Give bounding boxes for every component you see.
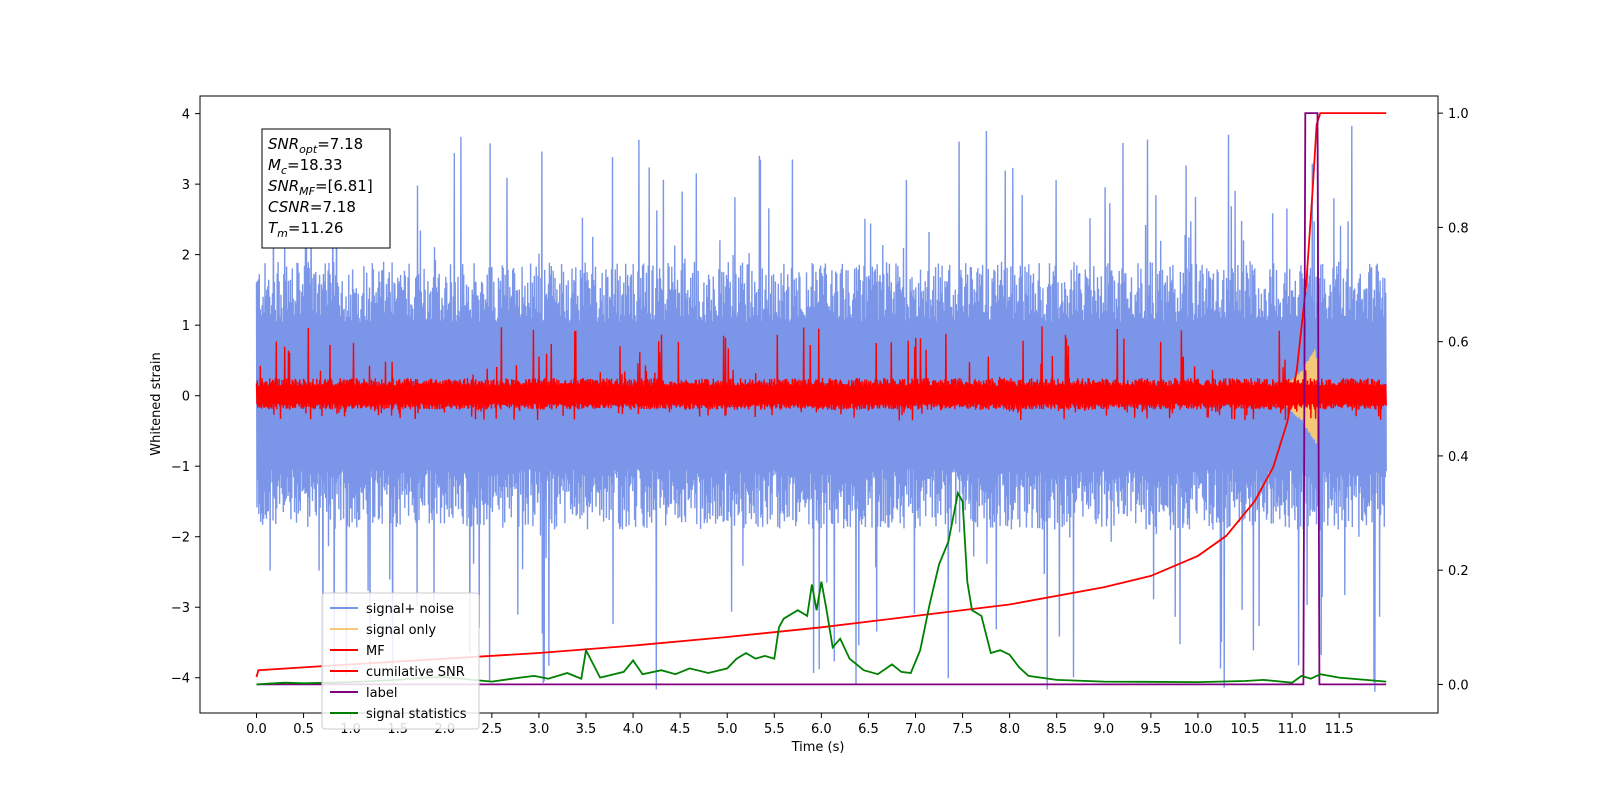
series-line: [256, 112, 1387, 686]
y-tick-label-left: 3: [182, 178, 190, 193]
y-tick-label-left: 2: [182, 249, 190, 264]
legend-label: MF: [366, 644, 385, 659]
info-box-line: Tm=11.26: [268, 219, 343, 240]
info-box-line: SNRMF=[6.81]: [268, 177, 373, 198]
x-tick-label: 8.5: [1046, 722, 1067, 737]
y-tick-label-left: 1: [182, 319, 190, 334]
info-box-line: CSNR=7.18: [268, 198, 356, 216]
x-tick-label: 7.0: [905, 722, 926, 737]
x-tick-label: 4.0: [623, 722, 644, 737]
y-axis-right: 1.0 0.8 0.6 0.4 0.2 0.0: [1438, 107, 1469, 693]
x-tick-label: 11.0: [1278, 722, 1307, 737]
info-box-line: Mc=18.33: [268, 156, 343, 177]
y-tick-label-left: 0: [182, 390, 190, 405]
y-tick-label-left: −1: [171, 460, 190, 475]
y-tick-label-right: 0.0: [1448, 678, 1469, 693]
legend-label: cumilative SNR: [366, 665, 465, 680]
y-tick-label-left: −3: [171, 601, 190, 616]
x-tick-label: 9.5: [1141, 722, 1162, 737]
x-tick-label: 5.5: [764, 722, 785, 737]
y-tick-label-left: −2: [171, 531, 190, 546]
y-tick-label-right: 0.6: [1448, 336, 1469, 351]
info-box-frame: [261, 128, 391, 249]
series-layer: [255, 112, 1387, 692]
y-axis-label: Whitened strain: [149, 352, 164, 455]
y-tick-label-right: 0.8: [1448, 221, 1469, 236]
legend-label: signal only: [366, 623, 436, 638]
x-tick-label: 8.0: [999, 722, 1020, 737]
info-box-line: SNRopt=7.18: [268, 135, 363, 156]
x-tick-label: 10.0: [1183, 722, 1212, 737]
y-tick-label-left: 4: [182, 108, 190, 123]
y-tick-label-right: 1.0: [1448, 107, 1469, 122]
x-tick-label: 0.5: [293, 722, 314, 737]
x-tick-label: 0.0: [246, 722, 267, 737]
x-axis-label: Time (s): [791, 740, 845, 755]
x-tick-label: 5.0: [717, 722, 738, 737]
legend-label: signal statistics: [366, 707, 467, 722]
legend: signal+ noise signal only MF cumilative SNR…: [321, 592, 480, 730]
x-tick-label: 6.5: [858, 722, 879, 737]
x-tick-label: 9.0: [1093, 722, 1114, 737]
series-line: [255, 112, 1387, 678]
legend-label: label: [366, 686, 397, 701]
x-tick-label: 7.5: [952, 722, 973, 737]
x-tick-label: 4.5: [670, 722, 691, 737]
info-box: SNRopt=7.18Mc=18.33SNRMF=[6.81]CSNR=7.18…: [261, 128, 391, 249]
y-tick-label-right: 0.4: [1448, 450, 1469, 465]
legend-label: signal+ noise: [366, 602, 454, 617]
series-line: [256, 490, 1387, 686]
x-tick-label: 6.0: [811, 722, 832, 737]
x-tick-label: 3.0: [529, 722, 550, 737]
series-line: [255, 326, 1387, 421]
plot-frame: [199, 95, 1439, 714]
x-tick-label: 2.5: [482, 722, 503, 737]
y-tick-label-right: 0.2: [1448, 564, 1469, 579]
x-tick-label: 3.5: [576, 722, 597, 737]
x-tick-label: 11.5: [1325, 722, 1354, 737]
x-tick-label: 10.5: [1231, 722, 1260, 737]
legend-frame: [321, 592, 480, 730]
y-tick-label-left: −4: [171, 672, 190, 687]
y-axis-left: 4 3 2 1 0 −1 −2 −3 −4: [171, 108, 200, 687]
